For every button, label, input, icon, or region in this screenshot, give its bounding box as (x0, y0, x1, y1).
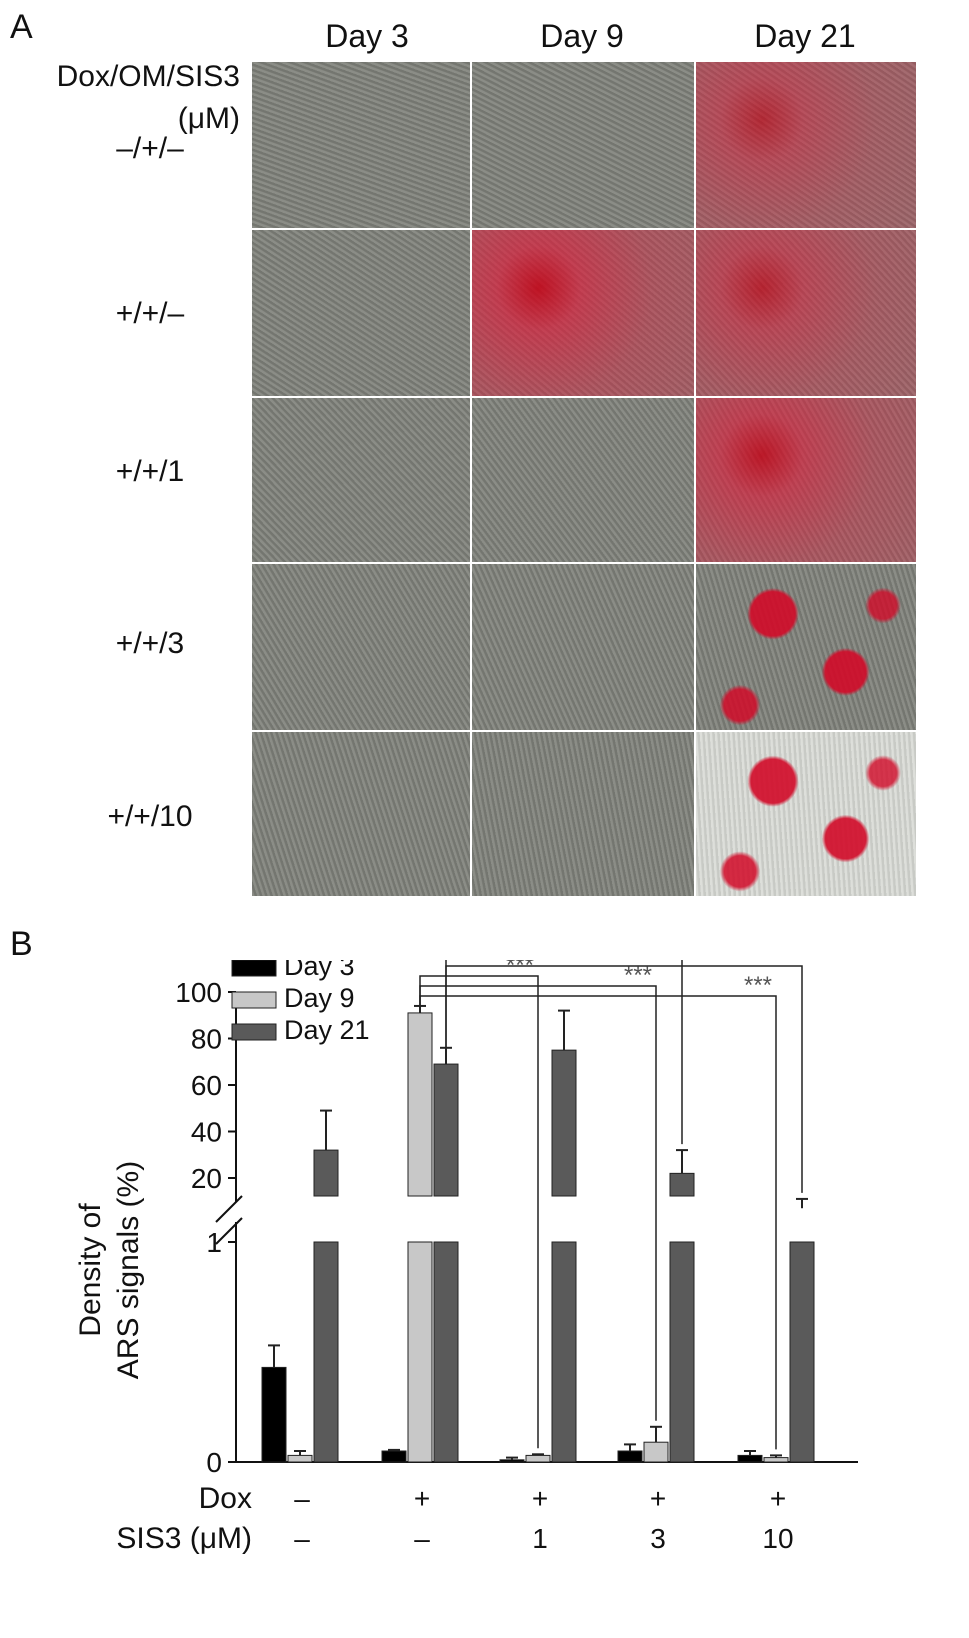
microscopy-grid (252, 62, 916, 896)
significance-label: *** (770, 960, 798, 969)
microscopy-tile (252, 62, 470, 228)
dox-condition-label: + (532, 1483, 548, 1514)
microscopy-tile (472, 398, 694, 562)
sis3-row-label: SIS3 (μM) (116, 1522, 252, 1555)
significance-bracket (445, 965, 803, 1193)
significance-label: *** (624, 962, 652, 989)
y-tick-label: 60 (191, 1070, 222, 1101)
column-header-day3: Day 3 (325, 18, 409, 54)
bar (313, 1241, 339, 1463)
condition-header-line1: Dox/OM/SIS3 (56, 60, 240, 93)
y-tick-label: 0 (206, 1447, 222, 1478)
legend-label: Day 21 (284, 1015, 370, 1045)
sis3-condition-label: – (414, 1523, 430, 1554)
bar (407, 1012, 433, 1197)
bar (617, 1450, 643, 1463)
legend-swatch (231, 960, 277, 977)
sis3-condition-label: 10 (762, 1523, 793, 1554)
sis3-condition-label: 3 (650, 1523, 666, 1554)
microscopy-tile (252, 564, 470, 730)
sis3-condition-label: 1 (532, 1523, 548, 1554)
y-tick-label: 100 (175, 977, 222, 1008)
row-label-1: –/+/– (116, 132, 184, 165)
bar (551, 1241, 577, 1463)
microscopy-tile (472, 564, 694, 730)
row-label-5: +/+/10 (107, 800, 193, 833)
y-axis-label-line2: ARS signals (%) (112, 1161, 145, 1379)
bar (499, 1459, 525, 1463)
significance-label: *** (506, 960, 534, 979)
column-header-day9: Day 9 (540, 18, 624, 54)
legend-label: Day 9 (284, 983, 355, 1013)
significance-label: *** (744, 972, 772, 999)
y-axis-label-line1: Density of (74, 1203, 107, 1337)
microscopy-tile (252, 732, 470, 896)
dox-condition-label: + (414, 1483, 430, 1514)
sis3-condition-label: – (294, 1523, 310, 1554)
axis-break-mark (215, 1195, 243, 1223)
panel-a-label: A (10, 8, 33, 46)
significance-bracket (419, 995, 777, 1450)
y-tick-label: 80 (191, 1024, 222, 1055)
y-tick-label: 1 (206, 1227, 222, 1258)
y-tick-label: 20 (191, 1163, 222, 1194)
bar (287, 1454, 313, 1463)
dox-condition-label: + (650, 1483, 666, 1514)
microscopy-tile (472, 62, 694, 228)
panel-b-label: B (10, 925, 33, 963)
microscopy-tile (696, 732, 916, 896)
legend-swatch (231, 991, 277, 1009)
bar (261, 1366, 287, 1463)
condition-header-line2: (μM) (177, 102, 240, 135)
y-tick-label: 40 (191, 1117, 222, 1148)
dox-condition-label: + (770, 1483, 786, 1514)
axis-break-mark (215, 1217, 243, 1245)
bar (669, 1172, 695, 1197)
bar (669, 1241, 695, 1463)
row-label-4: +/+/3 (115, 627, 185, 660)
legend-swatch (231, 1023, 277, 1041)
row-label-2: +/+/– (115, 297, 185, 330)
dox-condition-label: – (294, 1483, 310, 1514)
ars-density-bar-chart: Density of ARS signals (%) Dox SIS3 (μM)… (74, 960, 858, 1555)
microscopy-tile (696, 398, 916, 562)
microscopy-tile (472, 732, 694, 896)
dox-row-label: Dox (199, 1482, 252, 1515)
microscopy-tile (252, 230, 470, 396)
bar (737, 1454, 763, 1463)
bar (525, 1454, 551, 1463)
bar (433, 1063, 459, 1197)
microscopy-tile (252, 398, 470, 562)
microscopy-tile (696, 564, 916, 730)
bar (789, 1241, 815, 1463)
microscopy-tile (472, 230, 694, 396)
bar (407, 1241, 433, 1463)
bar (551, 1049, 577, 1197)
condition-header: Dox/OM/SIS3 (μM) (0, 56, 240, 140)
microscopy-tile (696, 62, 916, 228)
bar (643, 1441, 669, 1463)
column-header-day21: Day 21 (754, 18, 856, 54)
bar (763, 1457, 789, 1463)
bar (313, 1149, 339, 1197)
row-label-3: +/+/1 (115, 455, 185, 488)
bar (433, 1241, 459, 1463)
microscopy-tile (696, 230, 916, 396)
legend-label: Day 3 (284, 960, 355, 981)
bar (381, 1450, 407, 1463)
